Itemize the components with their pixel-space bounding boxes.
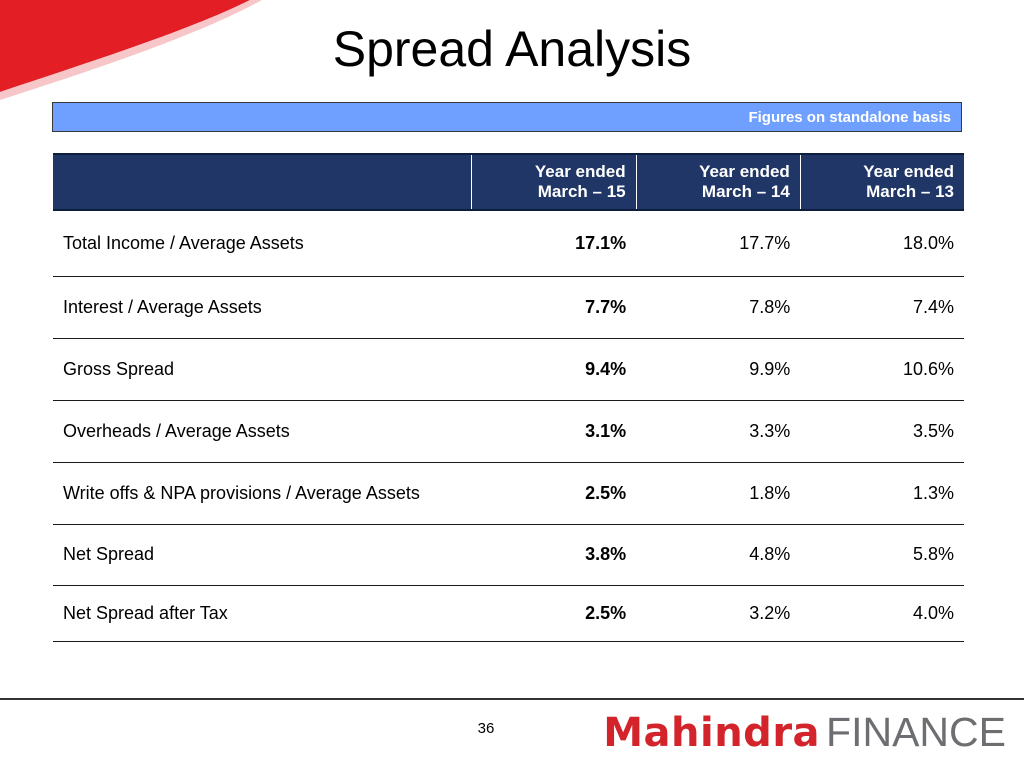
corner-swoosh-decoration: [0, 0, 262, 100]
table-row: Net Spread after Tax 2.5% 3.2% 4.0%: [53, 585, 964, 642]
row-value: 9.4%: [471, 338, 637, 401]
row-value: 4.8%: [636, 524, 801, 586]
logo-sub-text: FINANCE: [826, 709, 1006, 755]
table-row: Write offs & NPA provisions / Average As…: [53, 462, 964, 525]
table-row: Interest / Average Assets 7.7% 7.8% 7.4%: [53, 276, 964, 339]
row-label: Net Spread: [53, 524, 472, 586]
row-value: 2.5%: [471, 585, 637, 642]
row-label: Total Income / Average Assets: [53, 210, 472, 277]
row-value: 9.9%: [636, 338, 801, 401]
row-value: 3.3%: [636, 400, 801, 463]
row-value: 7.8%: [636, 276, 801, 339]
page-title: Spread Analysis: [332, 21, 692, 77]
logo-brand-text: Mahindra: [603, 710, 821, 756]
row-label: Overheads / Average Assets: [53, 400, 472, 463]
spread-table: Year ended March – 15 Year ended March –…: [53, 153, 964, 642]
table-row: Gross Spread 9.4% 9.9% 10.6%: [53, 338, 964, 401]
row-value: 3.2%: [636, 585, 801, 642]
table-row: Total Income / Average Assets 17.1% 17.7…: [53, 210, 964, 277]
header-label-cell: [53, 153, 472, 211]
row-value: 3.8%: [471, 524, 637, 586]
row-value: 4.0%: [800, 585, 964, 642]
row-value: 18.0%: [800, 210, 964, 277]
mahindra-finance-logo: Mahindra FINANCE: [603, 706, 1006, 758]
row-value: 2.5%: [471, 462, 637, 525]
row-value: 7.4%: [800, 276, 964, 339]
table-row: Net Spread 3.8% 4.8% 5.8%: [53, 524, 964, 586]
row-value: 3.1%: [471, 400, 637, 463]
row-label: Interest / Average Assets: [53, 276, 472, 339]
basis-note: Figures on standalone basis: [748, 109, 951, 126]
row-value: 5.8%: [800, 524, 964, 586]
row-value: 7.7%: [471, 276, 637, 339]
table-header-row: Year ended March – 15 Year ended March –…: [53, 153, 964, 211]
row-value: 17.7%: [636, 210, 801, 277]
header-col-2: Year ended March – 14: [635, 153, 801, 211]
footer-divider: [0, 698, 1024, 700]
row-value: 3.5%: [800, 400, 964, 463]
page-number: 36: [477, 720, 495, 737]
table-row: Overheads / Average Assets 3.1% 3.3% 3.5…: [53, 400, 964, 463]
row-value: 1.8%: [636, 462, 801, 525]
basis-banner: Figures on standalone basis: [52, 102, 962, 132]
row-value: 17.1%: [471, 210, 637, 277]
header-col-1: Year ended March – 15: [471, 153, 637, 211]
row-label: Net Spread after Tax: [53, 585, 472, 642]
row-value: 10.6%: [800, 338, 964, 401]
row-label: Write offs & NPA provisions / Average As…: [53, 462, 472, 525]
row-value: 1.3%: [800, 462, 964, 525]
header-col-3: Year ended March – 13: [799, 153, 964, 211]
row-label: Gross Spread: [53, 338, 472, 401]
